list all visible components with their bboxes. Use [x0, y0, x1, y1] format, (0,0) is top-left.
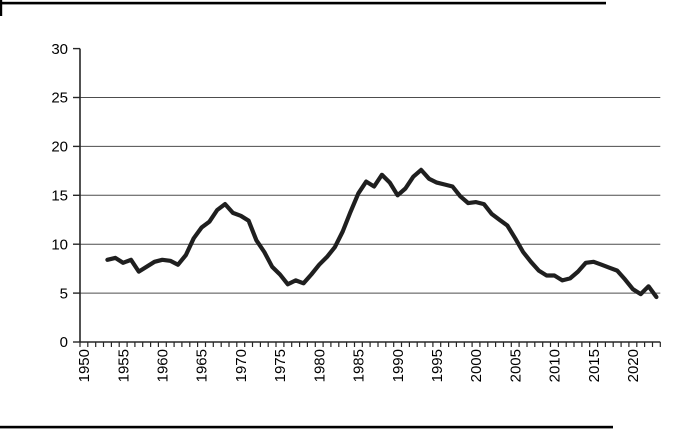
x-tick-label: 2015	[586, 349, 603, 382]
x-tick-label: 2010	[547, 349, 564, 382]
data-series-line	[105, 167, 659, 300]
top-left-border-stub	[0, 0, 3, 16]
x-tick-label: 1960	[155, 349, 172, 382]
x-tick-label: 2005	[507, 349, 524, 382]
x-tick-label: 1995	[429, 349, 446, 382]
y-tick-label: 30	[51, 41, 68, 58]
x-tick-label: 1955	[115, 349, 132, 382]
x-tick-label: 1975	[272, 349, 289, 382]
y-tick-label: 5	[60, 285, 68, 302]
y-tick-label: 15	[51, 188, 68, 205]
top-border-rule	[0, 1, 606, 5]
x-tick-label: 1965	[194, 349, 211, 382]
y-tick-label: 0	[60, 334, 68, 351]
x-tick-label: 1990	[390, 349, 407, 382]
x-tick-label: 1985	[351, 349, 368, 382]
x-tick-label: 1970	[233, 349, 250, 382]
y-tick-label: 10	[51, 236, 68, 253]
bottom-border-rule	[0, 425, 613, 429]
x-tick-label: 2000	[468, 349, 485, 382]
x-tick-label: 1950	[76, 349, 93, 382]
x-tick-label: 1980	[311, 349, 328, 382]
y-tick-label: 20	[51, 139, 68, 156]
y-tick-label: 25	[51, 90, 68, 107]
x-tick-label: 2020	[625, 349, 642, 382]
